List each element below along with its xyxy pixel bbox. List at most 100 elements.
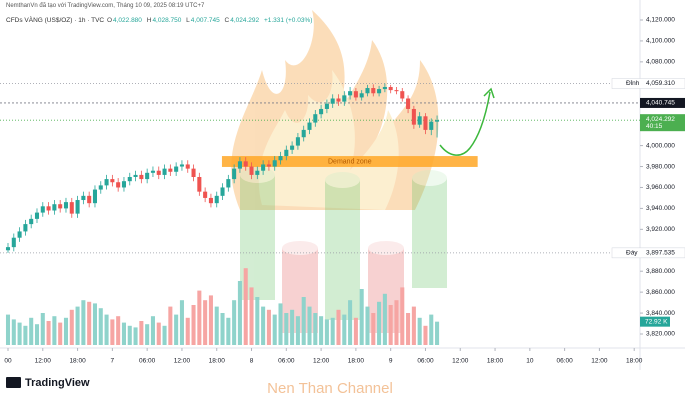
candle-body — [359, 93, 364, 98]
candle-body — [69, 202, 74, 214]
volume-bar — [81, 300, 86, 345]
volume-bar — [307, 306, 312, 345]
candle-body — [87, 195, 92, 204]
price-line-label: 4,040.745 — [646, 100, 675, 107]
ohlc-key: L — [186, 17, 190, 24]
candle-body — [313, 114, 318, 123]
y-tick-label: 3,940.000 — [646, 205, 675, 212]
forecast-arrow-head — [483, 87, 495, 99]
forecast-arrow — [439, 91, 491, 156]
marker-value: 4,059.310 — [646, 80, 675, 87]
candle-body — [214, 195, 219, 204]
price-line-label-bg — [640, 97, 685, 108]
ohlc-value: 4,022.880 — [113, 17, 142, 24]
candle-body — [400, 91, 405, 99]
volume-bar — [336, 309, 341, 345]
candle-body — [435, 120, 440, 122]
candle-body — [174, 166, 179, 172]
marker-name: Đáy — [626, 250, 638, 257]
volume-bar — [214, 306, 219, 345]
volume-bar — [116, 316, 121, 345]
candle-body — [261, 164, 266, 171]
marker-label-bg — [611, 78, 685, 89]
volume-bar — [290, 309, 295, 345]
demand-zone — [221, 156, 478, 167]
volume-bar — [295, 316, 300, 345]
candle-body — [156, 170, 161, 175]
y-tick-label: 3,820.000 — [646, 331, 675, 338]
volume-bar — [406, 313, 411, 345]
symbol: CFDs VÀNG (US$/OZ) · 1h · TVC — [6, 17, 105, 24]
volume-bar — [104, 314, 109, 345]
logo-text: TradingView — [25, 377, 90, 389]
symbol-line: CFDs VÀNG (US$/OZ) · 1h · TVC O4,022.880… — [6, 17, 315, 24]
x-tick-label: 18:00 — [348, 358, 365, 365]
ohlc-key: H — [146, 17, 152, 24]
volume-bar — [324, 319, 329, 345]
candle-body — [243, 161, 248, 167]
volume-bar — [301, 297, 306, 345]
volume-bar — [58, 322, 63, 345]
candle-body — [295, 137, 300, 146]
candle-body — [98, 185, 103, 190]
candle-body — [388, 86, 393, 91]
candle-body — [232, 168, 237, 180]
candle-body — [191, 168, 196, 178]
watermark: Nen Than Channel — [267, 380, 393, 397]
x-tick-label: 12:00 — [591, 358, 608, 365]
candle-body — [63, 202, 69, 209]
candle-body — [34, 212, 40, 219]
x-tick-label: 8 — [250, 358, 254, 365]
volume-bar — [46, 321, 51, 345]
x-tick-label: 12:00 — [452, 358, 469, 365]
volume-bar — [191, 305, 196, 345]
ohlc-value: 4,007.745 — [190, 17, 220, 24]
candle-body — [40, 206, 45, 213]
candle-body — [411, 108, 416, 125]
volume-bar — [232, 300, 237, 345]
candle-body — [52, 204, 57, 211]
x-tick-label: 06:00 — [139, 358, 156, 365]
candle-body — [348, 91, 353, 96]
volume-bar — [17, 322, 22, 345]
ohlc-value: 4,024.292 — [230, 17, 260, 24]
x-tick-label: 06:00 — [278, 358, 295, 365]
y-tick-label: 4,080.000 — [646, 59, 675, 66]
marker-value: 3,897.535 — [646, 250, 675, 257]
candle-body — [208, 197, 213, 204]
y-tick-label: 4,000.000 — [646, 142, 675, 149]
candle-body — [394, 90, 399, 92]
volume-bar — [179, 300, 184, 345]
candle-body — [324, 103, 329, 109]
candle-body — [150, 170, 155, 173]
candle-body — [423, 116, 428, 130]
candle-body — [336, 98, 341, 102]
volume-bar — [266, 309, 271, 345]
candle-body — [342, 95, 347, 102]
volume-bar — [359, 289, 364, 345]
candle-body — [75, 200, 80, 214]
y-tick-label: 3,980.000 — [646, 163, 675, 170]
x-tick-label: 9 — [389, 358, 393, 365]
y-tick-label: 3,860.000 — [646, 289, 675, 296]
candle-body — [127, 177, 132, 182]
candle-body — [249, 166, 254, 175]
ohlc-key: O — [106, 17, 112, 24]
volume-bar — [156, 322, 161, 345]
ohlc-key: C — [224, 17, 230, 24]
last-price-label-bg — [640, 114, 685, 132]
volume-bar — [133, 327, 138, 345]
volume-bar — [348, 300, 353, 345]
volume-bar — [400, 287, 405, 345]
candle-body — [272, 160, 277, 167]
volume-bar — [29, 317, 34, 345]
volume-bar — [394, 300, 399, 345]
credit: NemthanVn đã tạo với TradingView.com, Th… — [6, 3, 205, 9]
volume-bar — [220, 313, 225, 345]
volume-bar — [208, 295, 213, 345]
volume-bar — [423, 325, 428, 345]
candle-body — [417, 116, 422, 125]
ohlc-value: 4,028.750 — [152, 17, 182, 24]
